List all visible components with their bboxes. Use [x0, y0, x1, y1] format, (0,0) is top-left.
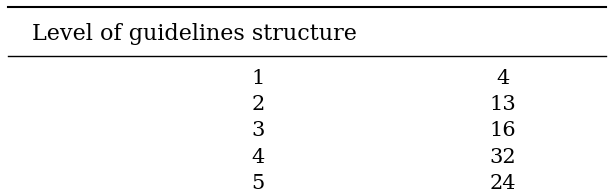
Text: 4: 4 — [252, 147, 265, 166]
Text: 2: 2 — [252, 95, 265, 114]
Text: 32: 32 — [489, 147, 516, 166]
Text: 3: 3 — [251, 121, 265, 140]
Text: Level of guidelines structure: Level of guidelines structure — [32, 23, 357, 45]
Text: 24: 24 — [489, 174, 516, 193]
Text: 5: 5 — [252, 174, 265, 193]
Text: 16: 16 — [489, 121, 516, 140]
Text: 13: 13 — [489, 95, 516, 114]
Text: 4: 4 — [496, 69, 509, 88]
Text: 1: 1 — [251, 69, 265, 88]
